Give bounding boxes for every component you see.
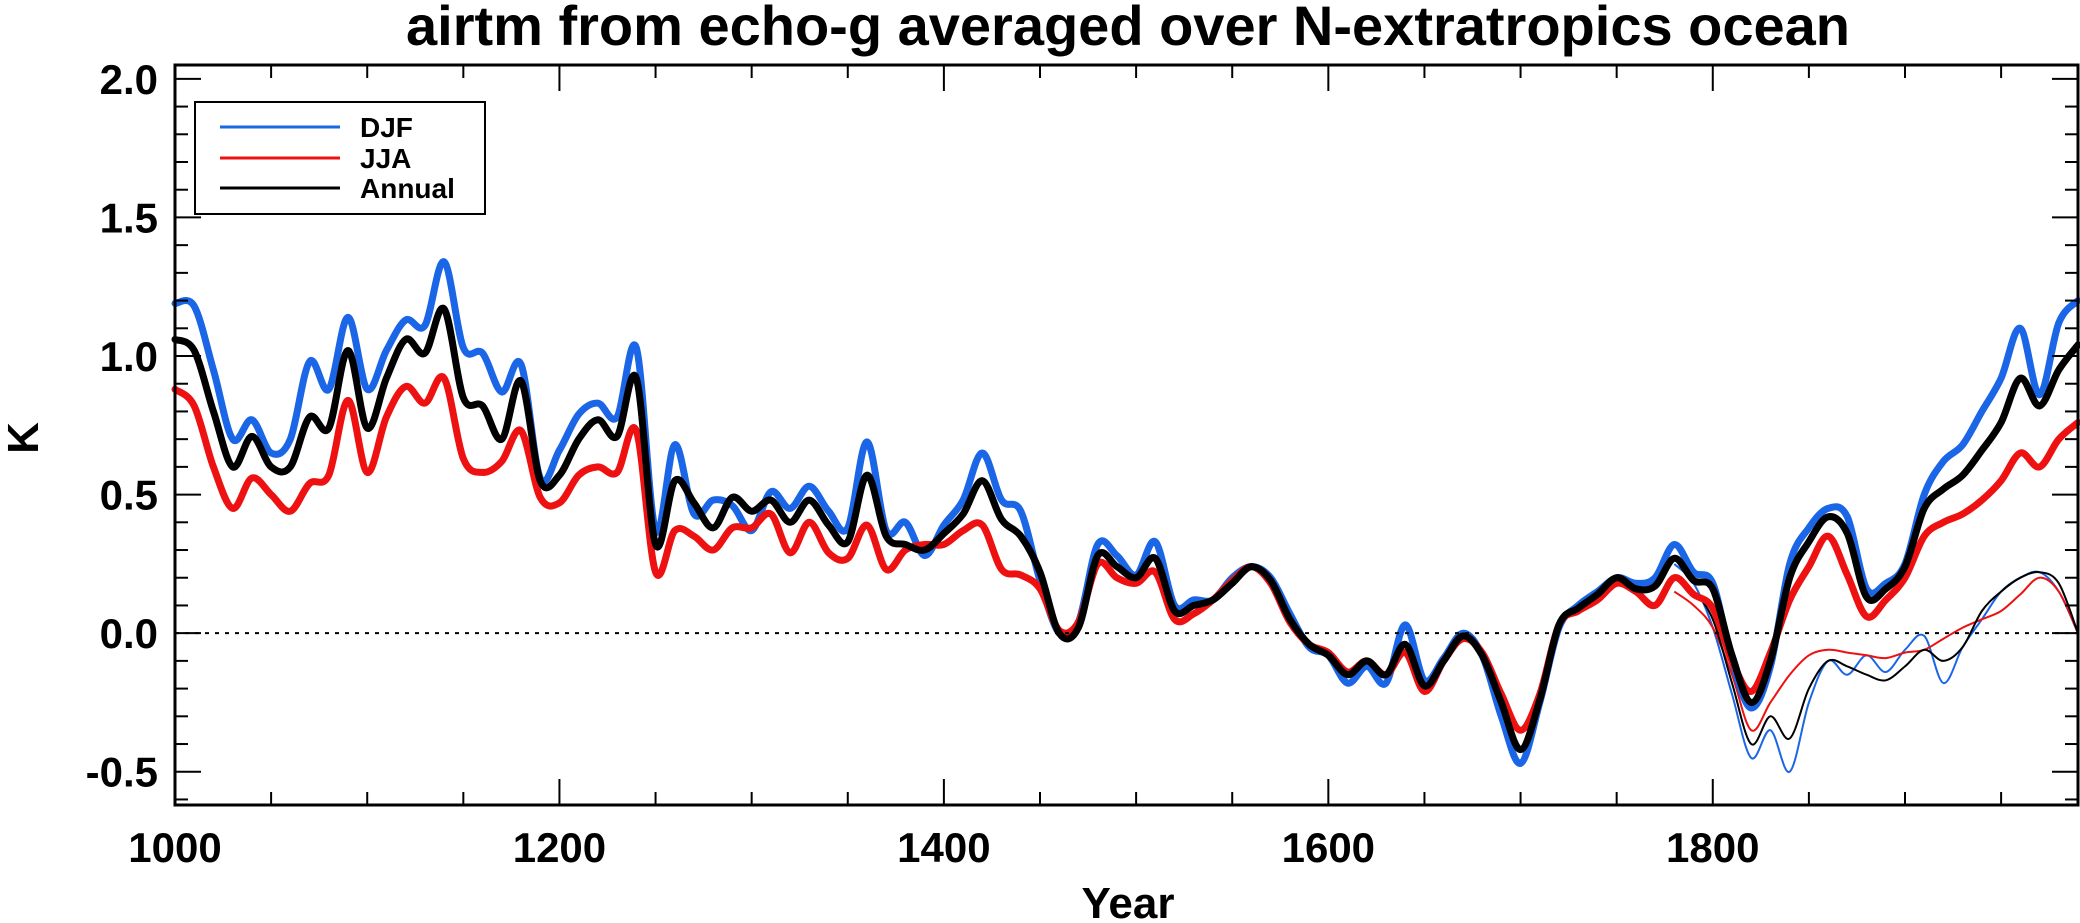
tick-marks [174,65,2078,805]
plot-frame-group [173,63,2080,807]
y-tick-label: 1.5 [100,194,158,241]
x-tick-label: 1000 [128,824,221,871]
y-tick-label: 1.0 [100,333,158,380]
plot-frame [173,63,2080,807]
legend-label-jja: JJA [360,143,411,174]
x-tick-label: 1800 [1666,824,1759,871]
y-axis-label: K [0,422,48,454]
tick-labels: 1000 1200 1400 1600 1800 -0.5 0.0 0.5 1.0 1.5 2.0 [86,56,1760,871]
y-tick-label: -0.5 [86,749,158,796]
series-line-jja [171,373,2080,734]
y-tick-label: 0.0 [100,610,158,657]
x-tick-label: 1200 [513,824,606,871]
x-tick-label: 1600 [1282,824,1375,871]
plot-lines [171,258,2080,773]
series-line-annual-thin [1673,571,2079,746]
series-line-djf [171,258,2080,767]
legend-label-djf: DJF [360,112,413,143]
y-tick-label: 0.5 [100,472,158,519]
series-line-annual [171,304,2080,754]
series-line-jja-thin [1673,576,2079,732]
x-tick-label: 1400 [897,824,990,871]
chart-title: airtm from echo-g averaged over N-extrat… [406,0,1850,57]
legend-label-annual: Annual [360,173,455,204]
x-axis-label: Year [1082,879,1175,923]
y-tick-label: 2.0 [100,56,158,103]
legend: DJF JJA Annual [194,101,486,215]
